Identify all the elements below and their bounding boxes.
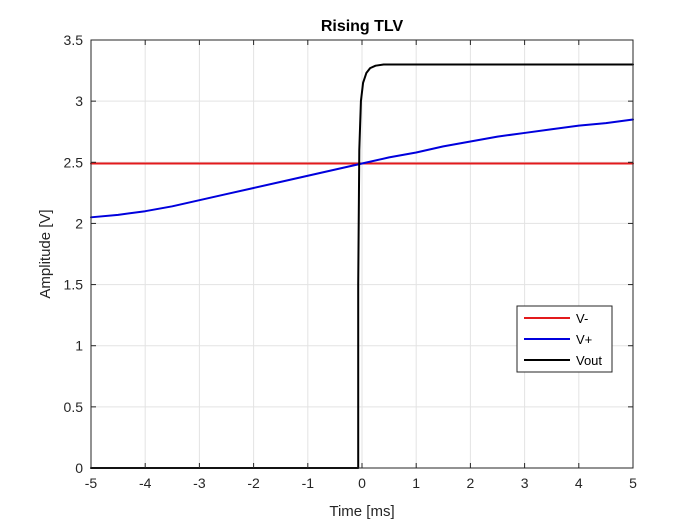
x-tick-label: 1 — [412, 475, 420, 491]
y-tick-label: 0.5 — [64, 399, 84, 415]
y-tick-label: 0 — [75, 460, 83, 476]
ticks: -5 -4 -3 -2 -1 0 1 2 3 4 5 0 0.5 1 1.5 2 2.5 3 3.5 — [64, 32, 638, 491]
x-tick-label: 3 — [521, 475, 529, 491]
x-axis-label: Time [ms] — [329, 503, 394, 520]
legend-label-v-minus: V- — [576, 311, 588, 326]
legend: V- V+ Vout — [516, 305, 613, 373]
x-tick-label: 0 — [358, 475, 366, 491]
y-tick-label: 2 — [75, 215, 83, 231]
chart-title: Rising TLV — [321, 18, 404, 35]
y-tick-label: 1 — [75, 338, 83, 354]
series-line-vout — [90, 63, 634, 469]
series-group — [90, 63, 634, 469]
legend-label-vout: Vout — [576, 353, 602, 368]
x-tick-label: -3 — [193, 475, 206, 491]
y-tick-label: 3.5 — [64, 32, 84, 48]
x-tick-label: -1 — [302, 475, 315, 491]
y-tick-label: 2.5 — [64, 154, 84, 170]
x-tick-label: -2 — [247, 475, 260, 491]
series-line-v-plus — [90, 118, 634, 219]
y-axis-label: Amplitude [V] — [37, 209, 54, 298]
x-tick-label: 4 — [575, 475, 583, 491]
legend-label-v-plus: V+ — [576, 332, 592, 347]
x-tick-label: -5 — [85, 475, 98, 491]
y-tick-label: 3 — [75, 93, 83, 109]
x-tick-label: -4 — [139, 475, 152, 491]
x-tick-label: 2 — [467, 475, 475, 491]
x-tick-label: 5 — [629, 475, 637, 491]
y-tick-label: 1.5 — [64, 277, 84, 293]
